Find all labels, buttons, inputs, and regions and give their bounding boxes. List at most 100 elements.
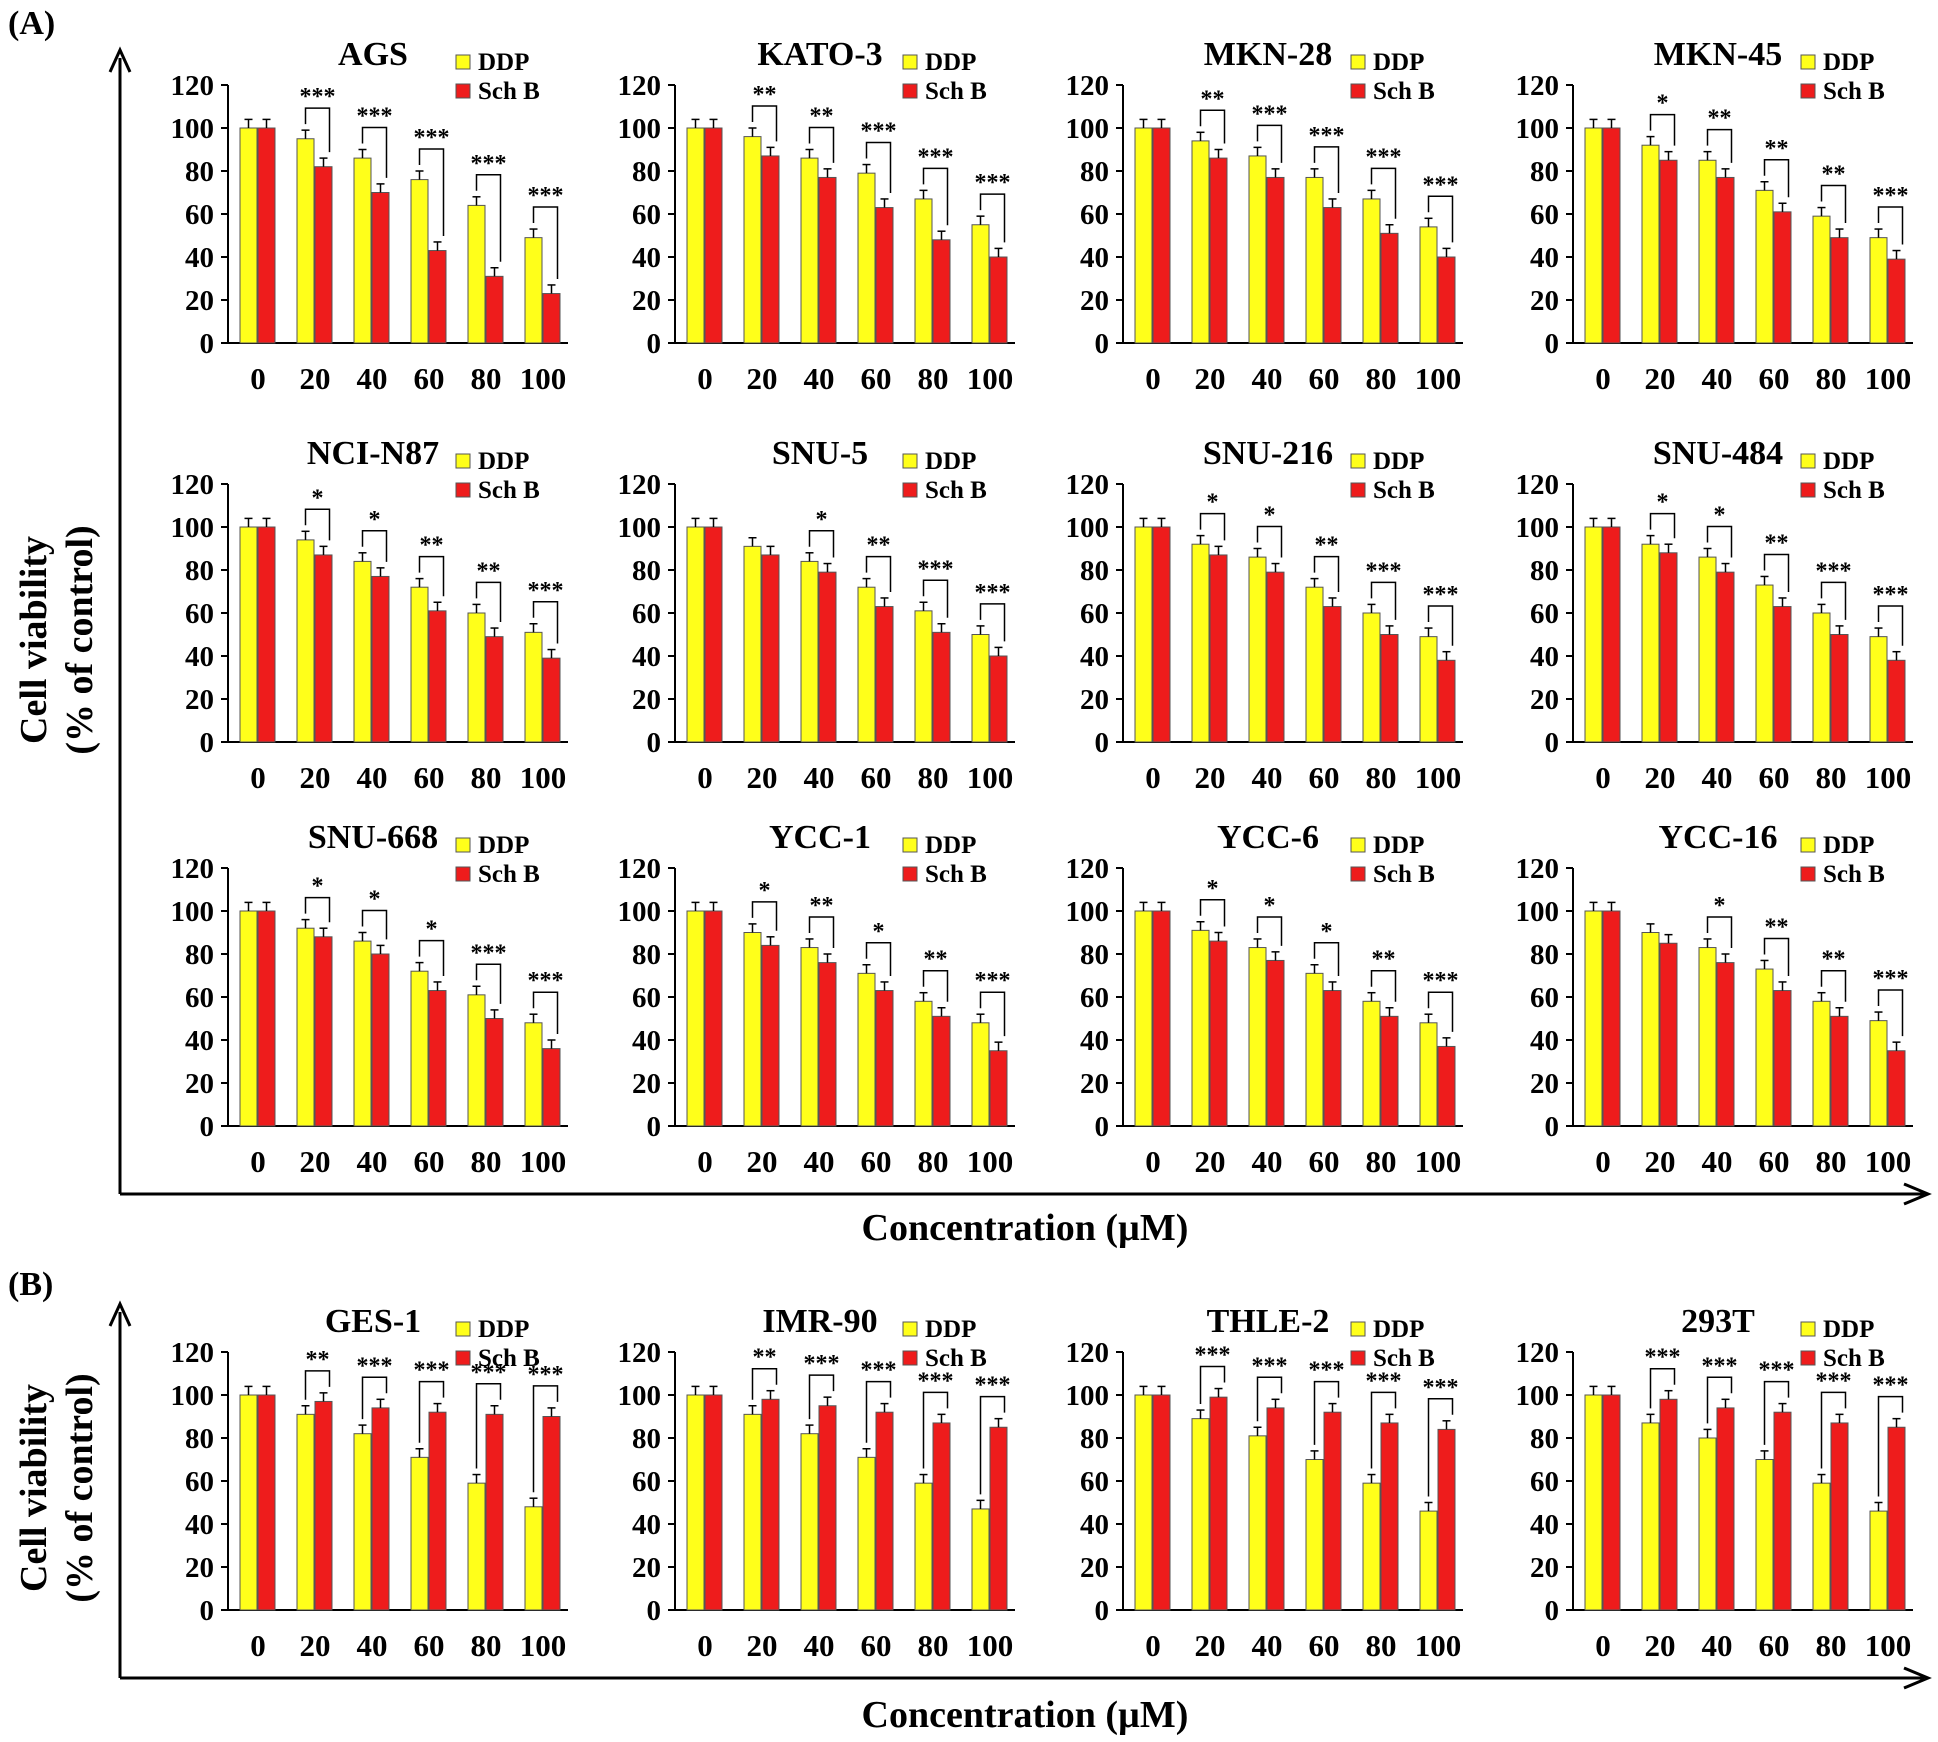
y-tick-label: 60 xyxy=(1530,199,1559,231)
bar-ddp-0 xyxy=(239,910,258,1127)
bar-ddp-80 xyxy=(467,612,486,743)
significance-bracket xyxy=(979,603,1006,642)
x-tick-label: 100 xyxy=(1415,760,1462,795)
significance-label: ** xyxy=(1201,86,1225,112)
bar-ddp-20 xyxy=(1191,1418,1210,1611)
y-tick-label: 40 xyxy=(1080,641,1109,673)
legend-label-ddp: DDP xyxy=(925,448,976,475)
bar-ddp-20 xyxy=(743,545,762,743)
legend-swatch-sch-b xyxy=(1350,83,1366,99)
bar-sch-b-0 xyxy=(1152,526,1171,743)
y-tick-label: 0 xyxy=(1545,727,1560,759)
significance-label: *** xyxy=(471,1360,507,1386)
legend-swatch-sch-b xyxy=(1350,866,1366,882)
y-tick-label: 80 xyxy=(632,555,661,587)
bar-ddp-80 xyxy=(1812,1482,1831,1611)
y-tick-label: 0 xyxy=(200,1595,215,1627)
bar-sch-b-20 xyxy=(1209,554,1228,743)
bar-sch-b-0 xyxy=(1152,127,1171,344)
y-tick-label: 80 xyxy=(1080,939,1109,971)
legend-label-sch-b: Sch B xyxy=(925,1345,987,1372)
significance-bracket xyxy=(1427,195,1454,243)
bar-sch-b-80 xyxy=(485,275,504,344)
bar-ddp-100 xyxy=(524,237,543,344)
significance-label: *** xyxy=(1366,144,1402,170)
section-a-xlabel: Concentration (µM) xyxy=(862,1207,1189,1249)
bar-sch-b-20 xyxy=(1659,159,1678,344)
bar-sch-b-100 xyxy=(1887,659,1906,743)
bar-sch-b-40 xyxy=(371,953,390,1127)
legend-label-ddp: DDP xyxy=(478,1316,529,1343)
legend-swatch-ddp xyxy=(902,453,918,469)
legend-label-sch-b: Sch B xyxy=(1823,1345,1885,1372)
significance-bracket xyxy=(304,508,331,541)
bar-sch-b-80 xyxy=(1380,232,1399,344)
bar-ddp-40 xyxy=(1248,1435,1267,1611)
y-tick-label: 0 xyxy=(1095,1111,1110,1143)
significance-bracket xyxy=(1820,581,1847,620)
bar-ddp-20 xyxy=(296,138,315,344)
legend-label-ddp: DDP xyxy=(1823,832,1874,859)
x-tick-label: 20 xyxy=(747,760,778,795)
bar-sch-b-100 xyxy=(542,293,561,344)
bar-ddp-100 xyxy=(1869,1020,1888,1127)
x-tick-label: 0 xyxy=(697,1144,713,1179)
significance-bracket xyxy=(922,1391,949,1469)
bar-sch-b-0 xyxy=(1152,910,1171,1127)
x-tick-label: 100 xyxy=(1415,1628,1462,1663)
y-tick-label: 20 xyxy=(185,684,214,716)
significance-bracket xyxy=(865,942,892,976)
legend-label-sch-b: Sch B xyxy=(478,1345,540,1372)
y-tick-label: 60 xyxy=(185,598,214,630)
bar-sch-b-0 xyxy=(704,910,723,1127)
bar-sch-b-80 xyxy=(1380,1422,1399,1611)
bar-ddp-80 xyxy=(1812,612,1831,743)
y-tick-label: 80 xyxy=(1530,555,1559,587)
significance-label: ** xyxy=(1765,136,1789,162)
y-tick-label: 60 xyxy=(1080,982,1109,1014)
bar-ddp-20 xyxy=(296,1413,315,1611)
significance-label: *** xyxy=(1195,1343,1231,1369)
bar-ddp-60 xyxy=(1305,176,1324,344)
significance-bracket xyxy=(1199,109,1226,144)
significance-label: *** xyxy=(528,183,564,209)
significance-bracket xyxy=(1649,1367,1676,1409)
significance-bracket xyxy=(532,206,559,279)
x-tick-label: 0 xyxy=(697,1628,713,1663)
bar-ddp-20 xyxy=(1191,140,1210,344)
x-tick-label: 80 xyxy=(918,1628,949,1663)
x-tick-label: 100 xyxy=(520,1628,567,1663)
bar-ddp-100 xyxy=(1419,636,1438,743)
significance-bracket xyxy=(418,148,445,236)
legend-label-sch-b: Sch B xyxy=(1373,477,1435,504)
y-tick-label: 20 xyxy=(185,285,214,317)
bar-ddp-0 xyxy=(1584,127,1603,344)
significance-bracket xyxy=(865,555,892,592)
bar-sch-b-40 xyxy=(1716,962,1735,1127)
significance-label: * xyxy=(1207,490,1219,516)
y-tick-label: 40 xyxy=(185,242,214,274)
bar-sch-b-20 xyxy=(314,166,333,344)
significance-bracket xyxy=(532,1385,559,1493)
x-tick-label: 20 xyxy=(747,1628,778,1663)
significance-label: * xyxy=(1657,490,1669,516)
x-tick-label: 100 xyxy=(1865,1628,1912,1663)
x-tick-label: 60 xyxy=(414,760,445,795)
bar-sch-b-60 xyxy=(1323,207,1342,344)
bar-sch-b-60 xyxy=(428,250,447,344)
section-b-ylabel-line2: (% of control) xyxy=(59,1373,101,1602)
bar-ddp-80 xyxy=(467,994,486,1127)
x-tick-label: 40 xyxy=(1702,760,1733,795)
chart-kato-3: KATO-3 0 20 40 60 80 100 120 0 20 ** 40 ** 60 *** 80 ***… xyxy=(618,36,1015,396)
chart-snu-5: SNU-5 0 20 40 60 80 100 120 0 20 40 * 60 ** 80 *** 100 **… xyxy=(618,435,1015,795)
bar-sch-b-100 xyxy=(542,657,561,743)
significance-label: *** xyxy=(1702,1353,1738,1379)
y-tick-label: 0 xyxy=(647,1595,662,1627)
y-tick-label: 60 xyxy=(185,199,214,231)
y-tick-label: 0 xyxy=(1545,328,1560,360)
x-tick-label: 60 xyxy=(1309,1144,1340,1179)
bar-ddp-80 xyxy=(1362,198,1381,344)
x-tick-label: 60 xyxy=(861,760,892,795)
significance-label: *** xyxy=(357,1353,393,1379)
legend-label-ddp: DDP xyxy=(925,832,976,859)
